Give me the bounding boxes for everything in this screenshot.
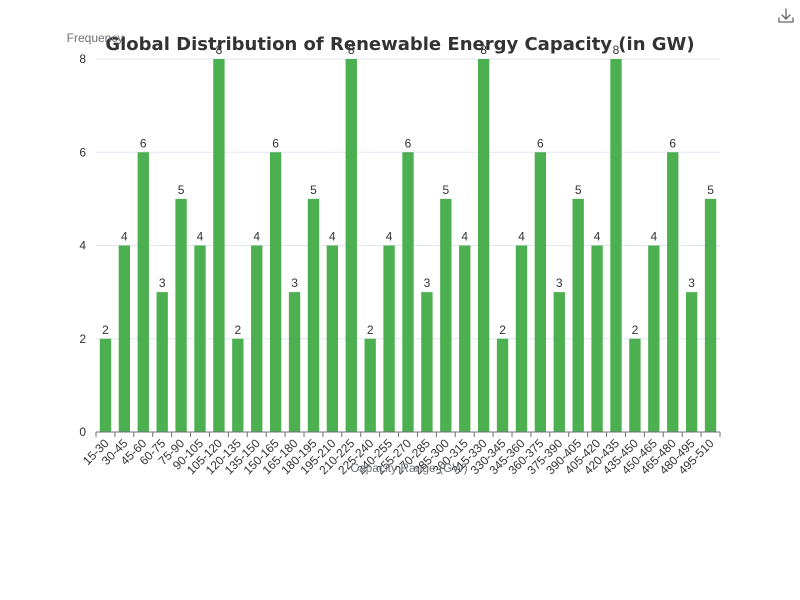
bar-value-label: 4 xyxy=(386,230,393,244)
bar[interactable] xyxy=(288,292,301,432)
bar[interactable] xyxy=(251,245,263,433)
bar[interactable] xyxy=(269,152,282,432)
data-labels: 2 4 6 3 5 4 8 2 4 6 3 5 4 8 2 4 6 3 5 4 8 2 4 6 3 5 4 8 2 4 6 3 5 xyxy=(102,43,714,337)
bar[interactable] xyxy=(667,152,679,432)
bar[interactable] xyxy=(704,198,717,432)
bar[interactable] xyxy=(440,198,452,432)
y-tick-label: 0 xyxy=(79,425,86,439)
bar-value-label: 5 xyxy=(707,183,714,197)
bar-value-label: 5 xyxy=(178,183,185,197)
bar[interactable] xyxy=(515,245,528,433)
bar[interactable] xyxy=(118,245,131,433)
bar-value-label: 3 xyxy=(291,276,298,290)
bar-value-label: 2 xyxy=(234,323,241,337)
download-icon xyxy=(778,8,794,23)
bar[interactable] xyxy=(364,338,376,432)
bar-value-label: 4 xyxy=(594,230,601,244)
bar-value-label: 5 xyxy=(442,183,449,197)
bar[interactable] xyxy=(496,338,509,432)
bar[interactable] xyxy=(156,292,168,432)
bar[interactable] xyxy=(459,245,471,433)
bar[interactable] xyxy=(685,292,698,432)
bar-value-label: 4 xyxy=(329,230,336,244)
bar[interactable] xyxy=(648,245,660,433)
bar-value-label: 5 xyxy=(310,183,317,197)
bar-value-label: 2 xyxy=(102,323,109,337)
bar-value-label: 4 xyxy=(121,230,128,244)
bar-value-label: 8 xyxy=(348,43,355,57)
bar-value-label: 8 xyxy=(480,43,487,57)
bar[interactable] xyxy=(345,59,357,432)
bar[interactable] xyxy=(99,338,112,432)
bar[interactable] xyxy=(402,152,414,432)
bar[interactable] xyxy=(421,292,433,432)
bar-value-label: 2 xyxy=(367,323,374,337)
bar-value-label: 8 xyxy=(216,43,223,57)
bar[interactable] xyxy=(232,338,244,432)
bar-value-label: 4 xyxy=(518,230,525,244)
bar[interactable] xyxy=(477,59,490,432)
bar-value-label: 6 xyxy=(140,136,147,150)
bar-value-label: 4 xyxy=(650,230,657,244)
bar-value-label: 3 xyxy=(159,276,166,290)
bar[interactable] xyxy=(326,245,339,433)
bar[interactable] xyxy=(629,338,641,432)
y-axis-name: Frequency xyxy=(67,31,124,45)
bar[interactable] xyxy=(213,59,225,432)
x-axis-name: Capacity Range (GW) xyxy=(350,461,467,475)
bar-value-label: 3 xyxy=(556,276,563,290)
bar-value-label: 3 xyxy=(688,276,695,290)
y-tick-label: 2 xyxy=(79,332,86,346)
bar-value-label: 2 xyxy=(632,323,639,337)
bar[interactable] xyxy=(307,198,320,432)
chart-title: Global Distribution of Renewable Energy … xyxy=(105,34,694,55)
bar-value-label: 2 xyxy=(499,323,506,337)
bar[interactable] xyxy=(137,152,149,432)
bar-value-label: 4 xyxy=(253,230,260,244)
y-tick-label: 6 xyxy=(79,145,86,159)
bar-value-label: 4 xyxy=(461,230,468,244)
bar-value-label: 6 xyxy=(537,136,544,150)
y-tick-label: 8 xyxy=(79,52,86,66)
bar-value-label: 8 xyxy=(613,43,620,57)
download-button[interactable] xyxy=(777,7,795,25)
bar[interactable] xyxy=(591,245,603,433)
bar-value-label: 6 xyxy=(669,136,676,150)
bar-value-label: 6 xyxy=(272,136,279,150)
bar-value-label: 5 xyxy=(575,183,582,197)
bar[interactable] xyxy=(175,198,187,432)
bar[interactable] xyxy=(534,152,547,432)
bar-value-label: 6 xyxy=(405,136,412,150)
bar[interactable] xyxy=(194,245,206,433)
y-tick-label: 4 xyxy=(79,239,86,253)
bar-value-label: 4 xyxy=(197,230,204,244)
bars xyxy=(99,59,717,433)
bar[interactable] xyxy=(553,292,565,432)
bar[interactable] xyxy=(383,245,395,433)
bar[interactable] xyxy=(610,59,622,432)
bar[interactable] xyxy=(572,198,584,432)
axes: 0246815-3030-4545-6060-7575-9090-105105-… xyxy=(79,52,721,477)
bar-value-label: 3 xyxy=(424,276,431,290)
